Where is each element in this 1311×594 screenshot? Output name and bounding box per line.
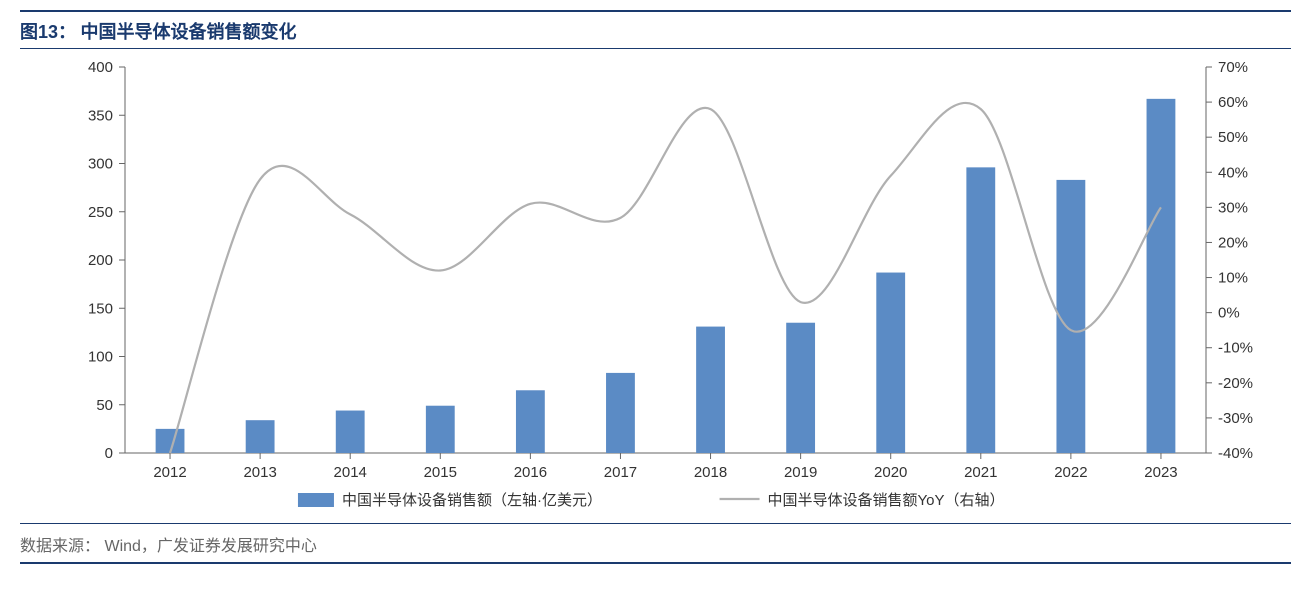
y-right-label: 30%	[1218, 199, 1248, 216]
y-left-label: 0	[105, 445, 113, 462]
y-right-label: 0%	[1218, 305, 1240, 322]
bar	[246, 420, 275, 453]
legend-line-label: 中国半导体设备销售额YoY（右轴）	[768, 492, 1005, 509]
y-left-label: 150	[88, 300, 113, 317]
y-left-label: 400	[88, 59, 113, 76]
bar	[786, 323, 815, 453]
y-left-label: 200	[88, 252, 113, 269]
combo-chart-svg: 0 50 100 150 200 250 300 350 400 -40% -30% -20% -10%…	[20, 53, 1291, 523]
bar	[1147, 99, 1176, 453]
figure-title: 中国半导体设备销售额变化	[80, 22, 296, 42]
x-label: 2013	[243, 464, 276, 481]
x-label: 2018	[694, 464, 727, 481]
y-right-label: 60%	[1218, 94, 1248, 111]
legend-bar-swatch	[298, 493, 334, 507]
x-label: 2019	[784, 464, 817, 481]
y-left-label: 100	[88, 349, 113, 366]
figure-container: 图13： 中国半导体设备销售额变化 0 50 100 150 200 250 300 350 4…	[0, 0, 1311, 574]
y-right-label: -10%	[1218, 340, 1253, 357]
y-right-label: 20%	[1218, 234, 1248, 251]
y-right-label: 10%	[1218, 270, 1248, 287]
x-label: 2021	[964, 464, 997, 481]
yoy-line	[170, 103, 1161, 453]
chart-area: 0 50 100 150 200 250 300 350 400 -40% -30% -20% -10%…	[20, 53, 1291, 523]
bar	[336, 411, 365, 453]
y-left-label: 50	[96, 397, 113, 414]
figure-number: 图13：	[20, 22, 76, 42]
y-left-label: 300	[88, 156, 113, 173]
y-right-label: 50%	[1218, 129, 1248, 146]
source-text: Wind，广发证券发展研究中心	[104, 538, 316, 555]
x-label: 2023	[1144, 464, 1177, 481]
legend-bar-label: 中国半导体设备销售额（左轴·亿美元）	[342, 492, 602, 509]
bar	[966, 167, 995, 453]
y-left-label: 250	[88, 204, 113, 221]
y-right-label: -40%	[1218, 445, 1253, 462]
y-right-label: 70%	[1218, 59, 1248, 76]
y-left-label: 350	[88, 107, 113, 124]
source-row: 数据来源： Wind，广发证券发展研究中心	[20, 523, 1291, 564]
x-label: 2020	[874, 464, 907, 481]
x-label: 2022	[1054, 464, 1087, 481]
y-right-label: -30%	[1218, 410, 1253, 427]
x-label: 2016	[514, 464, 547, 481]
x-label: 2014	[334, 464, 367, 481]
bar	[516, 390, 545, 453]
x-label: 2017	[604, 464, 637, 481]
bar	[426, 406, 455, 453]
bar	[606, 373, 635, 453]
y-right-label: -20%	[1218, 375, 1253, 392]
title-bar: 图13： 中国半导体设备销售额变化	[20, 10, 1291, 49]
bar	[696, 327, 725, 453]
x-label: 2012	[153, 464, 186, 481]
bar	[876, 273, 905, 453]
bar	[1056, 180, 1085, 453]
y-right-label: 40%	[1218, 164, 1248, 181]
source-label: 数据来源：	[20, 538, 100, 555]
x-label: 2015	[424, 464, 457, 481]
